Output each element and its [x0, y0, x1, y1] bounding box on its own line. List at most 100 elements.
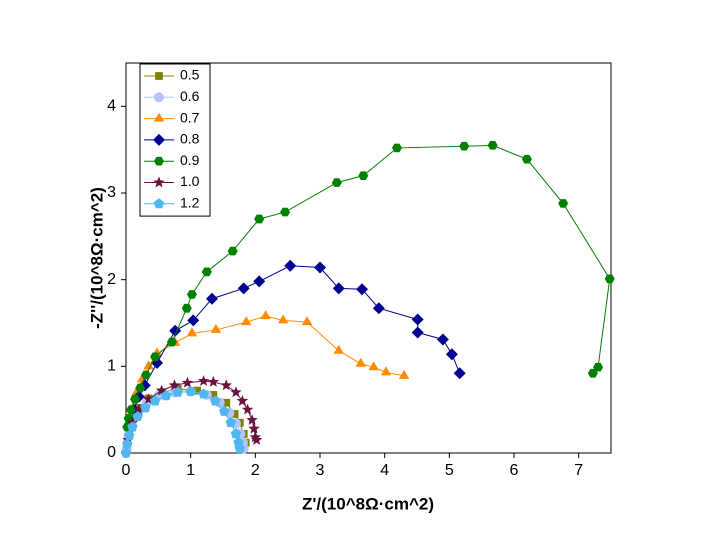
legend-marker	[154, 156, 164, 166]
marker	[356, 283, 369, 296]
marker	[236, 395, 249, 406]
marker	[521, 154, 532, 164]
marker	[220, 379, 232, 391]
marker	[219, 405, 230, 416]
marker	[411, 326, 424, 339]
legend-marker	[153, 176, 165, 188]
y-tick-label: 2	[107, 271, 116, 288]
y-tick-label: 0	[107, 444, 116, 461]
marker	[237, 282, 250, 295]
legend-label: 0.8	[180, 131, 200, 147]
legend-marker	[153, 133, 165, 146]
x-tick-label: 6	[510, 462, 519, 479]
legend-label: 0.9	[180, 152, 200, 168]
marker	[249, 431, 262, 443]
plot-frame	[125, 62, 612, 454]
marker	[284, 259, 297, 272]
y-tick-label: 4	[107, 98, 116, 115]
marker	[333, 344, 344, 354]
marker	[135, 383, 146, 393]
series	[122, 141, 615, 432]
marker	[133, 403, 145, 415]
marker	[227, 246, 238, 256]
marker	[120, 447, 132, 458]
marker	[141, 370, 152, 380]
marker	[445, 348, 458, 361]
marker	[181, 303, 192, 313]
marker	[260, 310, 271, 320]
x-tick-label: 2	[251, 462, 260, 479]
marker	[380, 366, 392, 376]
marker	[355, 357, 366, 367]
marker	[155, 384, 168, 396]
y-tick-label: 3	[107, 184, 116, 201]
legend: 0.5 0.6 0.7 0.8 0.9 1.0 1.2	[139, 63, 211, 217]
marker	[181, 376, 194, 388]
marker	[168, 379, 181, 391]
marker	[246, 414, 258, 425]
marker	[332, 282, 345, 295]
y-axis-title: -Z''/(10^8Ω·cm^2)	[87, 187, 106, 329]
marker	[314, 261, 326, 274]
legend-label: 0.5	[180, 67, 200, 83]
marker	[187, 314, 200, 327]
y-tick-label: 1	[107, 358, 116, 375]
marker	[126, 405, 137, 414]
marker	[142, 393, 155, 405]
marker	[166, 337, 177, 347]
marker	[201, 267, 212, 277]
marker	[487, 141, 498, 150]
marker	[124, 430, 135, 441]
marker	[225, 417, 236, 428]
x-tick-label: 7	[574, 462, 583, 479]
marker	[280, 207, 291, 217]
x-tick-label: 5	[445, 462, 454, 479]
legend-marker	[153, 112, 165, 122]
marker	[250, 434, 263, 445]
marker	[253, 275, 266, 288]
legend-label: 0.7	[180, 109, 200, 125]
x-tick-label: 1	[186, 462, 195, 479]
marker	[248, 422, 260, 434]
legend-label: 1.0	[180, 173, 200, 189]
marker	[150, 352, 161, 362]
series	[120, 385, 246, 458]
marker	[358, 171, 369, 180]
marker	[411, 313, 424, 326]
marker	[122, 438, 133, 449]
marker	[398, 369, 410, 379]
legend-marker	[153, 198, 165, 209]
legend-marker	[154, 92, 164, 103]
marker	[207, 375, 220, 387]
marker	[301, 316, 313, 326]
legend-label: 1.2	[180, 195, 200, 211]
marker	[453, 367, 466, 380]
marker	[132, 411, 143, 422]
marker	[198, 388, 209, 399]
marker	[143, 360, 154, 370]
marker	[185, 385, 196, 396]
marker	[604, 274, 615, 284]
marker	[459, 141, 470, 151]
marker	[186, 290, 197, 299]
marker	[130, 394, 141, 404]
marker	[186, 327, 198, 337]
marker	[160, 390, 172, 401]
marker	[587, 368, 598, 378]
marker	[558, 199, 569, 208]
marker	[234, 443, 246, 454]
marker	[172, 386, 183, 397]
marker	[241, 403, 254, 415]
legend-label: 0.6	[180, 88, 200, 104]
marker	[254, 214, 265, 224]
marker	[127, 421, 138, 432]
marker	[331, 178, 342, 187]
series	[123, 259, 466, 433]
marker	[277, 314, 289, 324]
x-tick-label: 3	[316, 462, 325, 479]
marker	[210, 395, 221, 406]
marker	[368, 361, 379, 371]
x-tick-label: 4	[380, 462, 389, 479]
